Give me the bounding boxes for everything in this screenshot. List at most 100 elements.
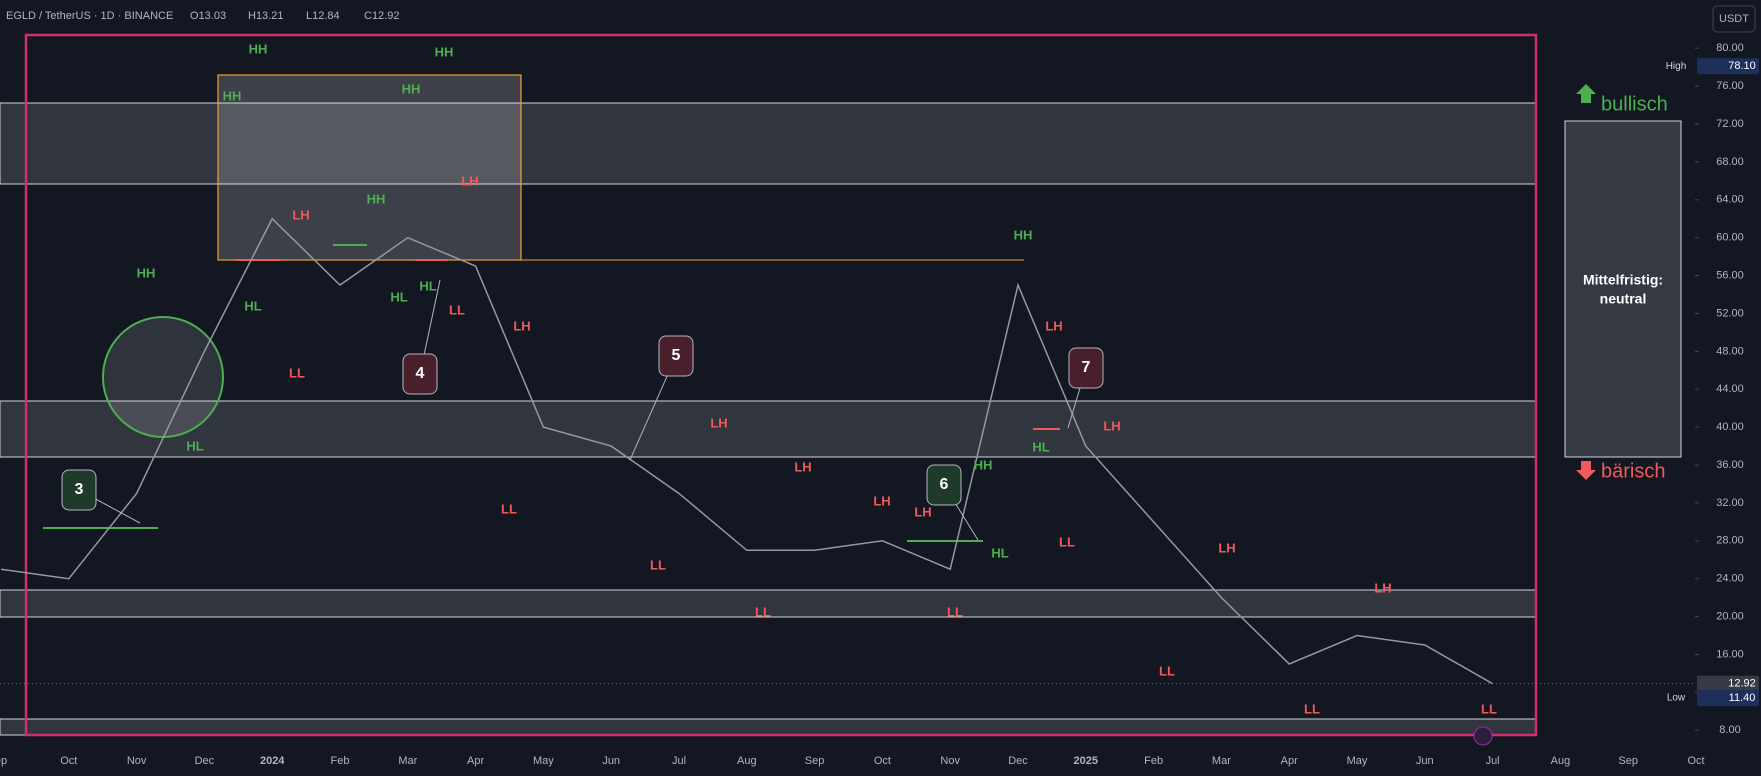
callout-box bbox=[658, 335, 694, 377]
ohlc-value: L12.84 bbox=[306, 10, 340, 22]
callout-box bbox=[61, 469, 97, 511]
swing-label: HL bbox=[991, 545, 1008, 560]
y-tick-label: 56.00 bbox=[1716, 269, 1744, 281]
price-marker-label: 12.92 bbox=[1728, 678, 1756, 690]
callout-label: 5 bbox=[672, 347, 681, 364]
swing-label: LH bbox=[1218, 540, 1235, 555]
callout-box bbox=[1068, 347, 1104, 389]
price-marker-name: High bbox=[1666, 61, 1687, 72]
x-tick-label: Oct bbox=[874, 755, 891, 767]
swing-label: HL bbox=[390, 289, 407, 304]
x-tick-label: Apr bbox=[1281, 755, 1298, 767]
x-tick-label: Oct bbox=[60, 755, 77, 767]
y-tick-label: 52.00 bbox=[1716, 307, 1744, 319]
swing-label: LL bbox=[501, 501, 517, 516]
x-tick-label: Mar bbox=[1212, 755, 1231, 767]
swing-label: HH bbox=[435, 44, 454, 59]
y-tick-label: 40.00 bbox=[1716, 421, 1744, 433]
symbol-title: EGLD / TetherUS · 1D · BINANCE bbox=[6, 10, 173, 22]
x-tick-label: Dec bbox=[1008, 755, 1028, 767]
swing-label: HH bbox=[1014, 227, 1033, 242]
swing-label: HH bbox=[249, 41, 268, 56]
y-tick-label: 72.00 bbox=[1716, 118, 1744, 130]
currency: USDT bbox=[1719, 13, 1749, 25]
swing-label: HH bbox=[223, 88, 242, 103]
x-tick-label: Jul bbox=[1486, 755, 1500, 767]
x-tick-label: Apr bbox=[467, 755, 484, 767]
swing-label: LL bbox=[650, 557, 666, 572]
y-tick-label: 80.00 bbox=[1716, 42, 1744, 54]
x-tick-label: 2025 bbox=[1074, 755, 1098, 767]
y-tick-label: 44.00 bbox=[1716, 383, 1744, 395]
x-tick-label: Feb bbox=[331, 755, 350, 767]
frame bbox=[24, 33, 1538, 737]
panel-up: bullisch bbox=[1601, 93, 1668, 115]
price-marker-label: 78.10 bbox=[1728, 60, 1756, 72]
swing-label: LH bbox=[873, 493, 890, 508]
swing-label: HL bbox=[1032, 439, 1049, 454]
y-tick-label: 48.00 bbox=[1716, 345, 1744, 357]
y-tick-label: 24.00 bbox=[1716, 573, 1744, 585]
callout-label: 3 bbox=[75, 481, 84, 498]
swing-label: LH bbox=[914, 504, 931, 519]
panel-box bbox=[1564, 120, 1682, 458]
swing-label: LL bbox=[289, 365, 305, 380]
down-arrow bbox=[1576, 461, 1596, 480]
event-icon[interactable] bbox=[1473, 726, 1493, 746]
swing-label: HH bbox=[137, 265, 156, 280]
panel-text: Mittelfristig: bbox=[1583, 272, 1663, 288]
swing-label: LL bbox=[947, 604, 963, 619]
y-tick-label: 16.00 bbox=[1716, 648, 1744, 660]
x-tick-label: Jun bbox=[602, 755, 620, 767]
x-tick-label: Sep bbox=[805, 755, 825, 767]
callout-box bbox=[402, 353, 438, 395]
swing-label: LL bbox=[1304, 701, 1320, 716]
panel-text: neutral bbox=[1600, 291, 1647, 307]
y-tick-label: 76.00 bbox=[1716, 80, 1744, 92]
swing-label: HL bbox=[419, 278, 436, 293]
y-tick-label: 32.00 bbox=[1716, 497, 1744, 509]
x-tick-label: May bbox=[533, 755, 554, 767]
x-tick-label: Aug bbox=[1551, 755, 1571, 767]
ohlc-value: H13.21 bbox=[248, 10, 283, 22]
swing-label: LH bbox=[1103, 418, 1120, 433]
x-tick-label: Dec bbox=[195, 755, 215, 767]
ohlc-value: C12.92 bbox=[364, 10, 399, 22]
y-tick-label: 20.00 bbox=[1716, 611, 1744, 623]
range-box bbox=[217, 74, 522, 261]
swing-label: LH bbox=[461, 173, 478, 188]
panel-down: bärisch bbox=[1601, 460, 1665, 482]
x-tick-label: Sep bbox=[1618, 755, 1638, 767]
price-marker bbox=[1697, 675, 1759, 692]
zone bbox=[0, 718, 1537, 736]
swing-label: HL bbox=[244, 298, 261, 313]
y-tick-label: 64.00 bbox=[1716, 194, 1744, 206]
zone bbox=[0, 400, 1537, 458]
swing-label: LL bbox=[1059, 534, 1075, 549]
price-marker bbox=[1697, 58, 1759, 75]
swing-label: LL bbox=[1481, 701, 1497, 716]
x-tick-label: Mar bbox=[398, 755, 417, 767]
swing-label: HH bbox=[367, 191, 386, 206]
y-tick-label: 28.00 bbox=[1716, 535, 1744, 547]
swing-label: LL bbox=[1159, 663, 1175, 678]
x-tick-label: Nov bbox=[127, 755, 147, 767]
price-marker bbox=[1697, 690, 1759, 707]
ohlc-value: O13.03 bbox=[190, 10, 226, 22]
swing-label: LL bbox=[755, 604, 771, 619]
zone bbox=[0, 102, 1537, 185]
ohlc-values: O13.03 H13.21 L12.84 C12.92 bbox=[190, 10, 399, 22]
price-marker-name: Low bbox=[1667, 693, 1686, 704]
callout-label: 7 bbox=[1082, 359, 1091, 376]
x-tick-label: Nov bbox=[940, 755, 960, 767]
swing-label: HH bbox=[402, 81, 421, 96]
callout-label: 4 bbox=[416, 365, 425, 382]
swing-label: LH bbox=[1374, 580, 1391, 595]
callout-label: 6 bbox=[940, 476, 949, 493]
x-tick-label: Aug bbox=[737, 755, 757, 767]
price-marker-label: 11.40 bbox=[1729, 692, 1756, 704]
x-tick-label: Oct bbox=[1687, 755, 1704, 767]
currency-button[interactable] bbox=[1712, 5, 1756, 33]
